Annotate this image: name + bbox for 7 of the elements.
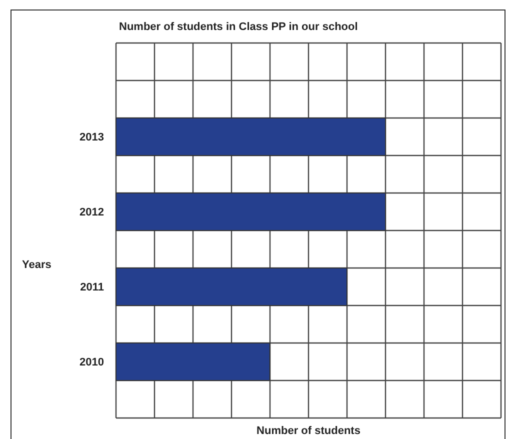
chart-title: Number of students in Class PP in our school xyxy=(119,21,358,33)
x-axis-title: Number of students xyxy=(256,425,360,437)
y-tick-label: 2011 xyxy=(80,282,104,294)
y-tick-label: 2012 xyxy=(80,206,104,219)
y-axis-title: Years xyxy=(22,258,52,271)
y-tick-label: 2010 xyxy=(80,356,104,369)
y-tick-label: 2013 xyxy=(80,132,104,144)
